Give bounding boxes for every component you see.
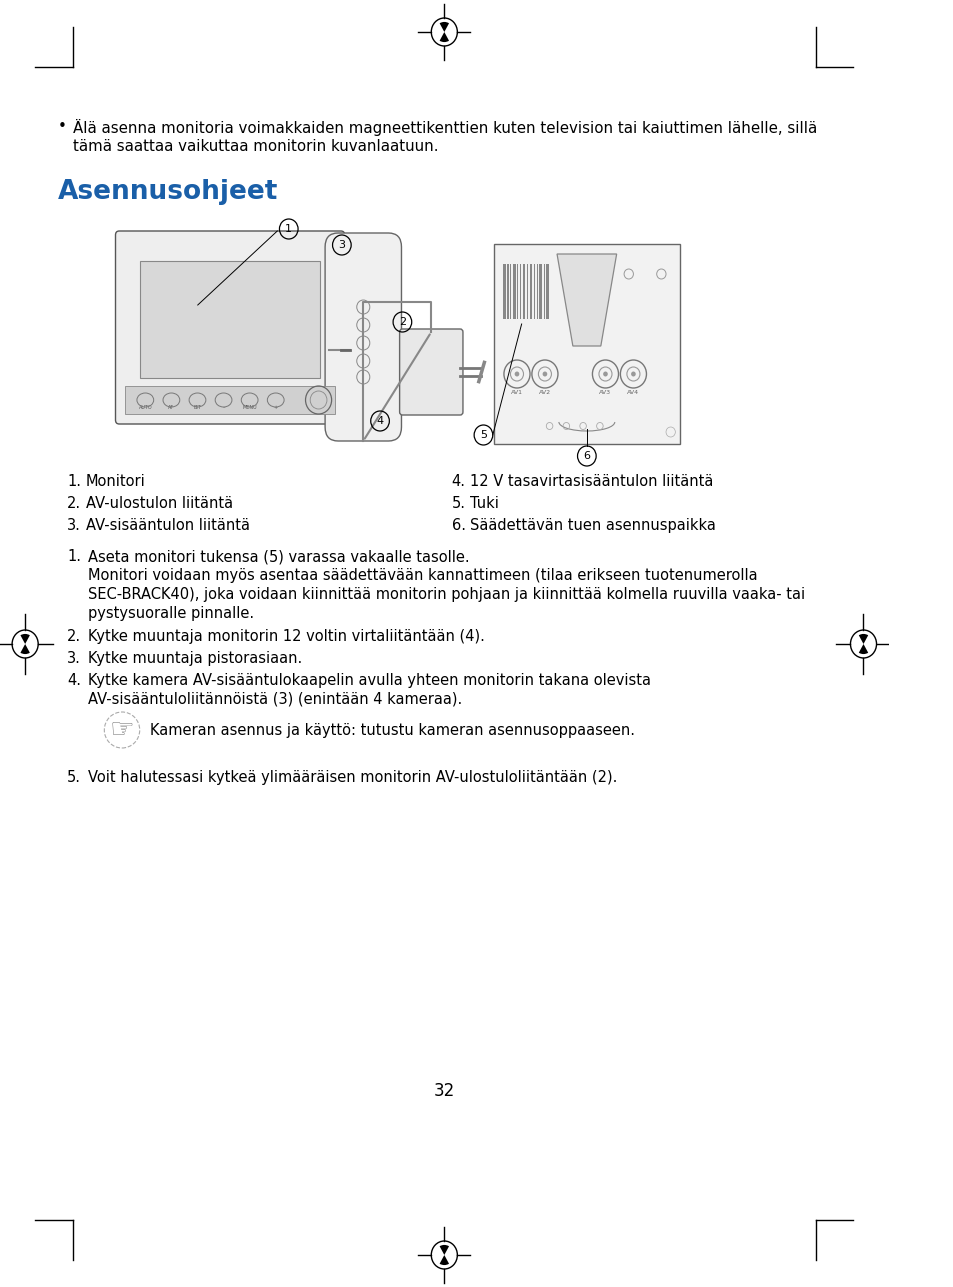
Text: 1.: 1. [67,474,81,489]
Text: MENU: MENU [242,405,256,411]
Text: 5.: 5. [67,770,81,785]
Text: BIT: BIT [193,405,201,411]
Text: 2.: 2. [67,629,81,644]
Bar [519,264,520,319]
Text: Voit halutessasi kytkeä ylimääräisen monitorin AV-ulostuloliitäntään (2).: Voit halutessasi kytkeä ylimääräisen mon… [88,770,617,785]
Text: Kameran asennus ja käyttö: tutustu kameran asennusoppaaseen.: Kameran asennus ja käyttö: tutustu kamer… [150,722,635,737]
Bar [546,264,549,319]
Wedge shape [439,22,449,32]
Bar [543,264,544,319]
Text: Aseta monitori tukensa (5) varassa vakaalle tasolle.: Aseta monitori tukensa (5) varassa vakaa… [88,550,469,564]
Circle shape [542,372,547,377]
Text: 1.: 1. [67,550,81,564]
Polygon shape [557,254,616,346]
Bar [139,261,320,378]
Text: AV-sisääntulon liitäntä: AV-sisääntulon liitäntä [86,517,250,533]
Text: 5: 5 [479,430,486,440]
Text: 2: 2 [398,317,406,327]
Text: +: + [274,405,277,411]
Text: 3.: 3. [67,651,81,665]
Bar [510,264,511,319]
Text: Monitori voidaan myös asentaa säädettävään kannattimeen (tilaa erikseen tuotenum: Monitori voidaan myös asentaa säädettävä… [88,568,757,583]
Text: AV2: AV2 [538,390,551,395]
Wedge shape [439,1245,449,1255]
Text: Monitori: Monitori [86,474,145,489]
Text: Asennusohjeet: Asennusohjeet [58,179,278,205]
Text: 32: 32 [434,1082,455,1100]
Text: 6: 6 [582,450,590,461]
Wedge shape [20,634,30,644]
Wedge shape [439,32,449,42]
Text: AV3: AV3 [598,390,611,395]
Circle shape [514,372,518,377]
Text: 5.: 5. [452,495,465,511]
Text: 12 V tasavirtasisääntulon liitäntä: 12 V tasavirtasisääntulon liitäntä [470,474,713,489]
Text: 1: 1 [285,224,292,234]
Wedge shape [439,1255,449,1265]
Text: –: – [222,405,225,411]
Bar [536,264,537,319]
FancyBboxPatch shape [325,233,401,441]
Text: ☞: ☞ [110,716,134,744]
Text: Kytke muuntaja pistorasiaan.: Kytke muuntaja pistorasiaan. [88,651,301,665]
Text: AV-ulostulon liitäntä: AV-ulostulon liitäntä [86,495,233,511]
Bar [513,264,515,319]
Wedge shape [858,644,867,654]
Bar [526,264,528,319]
Bar [538,264,541,319]
Text: AV4: AV4 [627,390,639,395]
Text: Kytke kamera AV-sisääntulokaapelin avulla yhteen monitorin takana olevista: Kytke kamera AV-sisääntulokaapelin avull… [88,673,650,689]
Text: AUTO: AUTO [138,405,152,411]
Text: Kytke muuntaja monitorin 12 voltin virtaliitäntään (4).: Kytke muuntaja monitorin 12 voltin virta… [88,629,484,644]
Bar [529,264,532,319]
Wedge shape [20,644,30,654]
Bar [522,264,525,319]
Wedge shape [858,634,867,644]
Text: 4.: 4. [452,474,465,489]
Text: pystysuoralle pinnalle.: pystysuoralle pinnalle. [88,606,253,622]
Text: •: • [58,118,67,134]
FancyBboxPatch shape [115,230,344,423]
Bar [533,264,535,319]
Text: Älä asenna monitoria voimakkaiden magneettikenttien kuten television tai kaiutti: Älä asenna monitoria voimakkaiden magnee… [72,118,816,136]
Bar [507,264,508,319]
Bar [502,264,505,319]
Circle shape [602,372,607,377]
Text: 6.: 6. [452,517,465,533]
Text: SEC-BRACK40), joka voidaan kiinnittää monitorin pohjaan ja kiinnittää kolmella r: SEC-BRACK40), joka voidaan kiinnittää mo… [88,587,803,602]
Circle shape [631,372,635,377]
Text: tämä saattaa vaikuttaa monitorin kuvanlaatuun.: tämä saattaa vaikuttaa monitorin kuvanla… [72,139,437,154]
Text: AF: AF [168,405,174,411]
Text: 4: 4 [376,416,383,426]
Text: AV1: AV1 [511,390,522,395]
Text: 3: 3 [338,239,345,250]
Bar [493,245,679,444]
Text: 2.: 2. [67,495,81,511]
Text: Tuki: Tuki [470,495,498,511]
Text: 4.: 4. [67,673,81,689]
Text: AV-sisääntuloliitännöistä (3) (enintään 4 kameraa).: AV-sisääntuloliitännöistä (3) (enintään … [88,692,461,707]
FancyBboxPatch shape [399,329,462,414]
Text: 3.: 3. [67,517,81,533]
Bar [125,386,335,414]
Text: Säädettävän tuen asennuspaikka: Säädettävän tuen asennuspaikka [470,517,716,533]
